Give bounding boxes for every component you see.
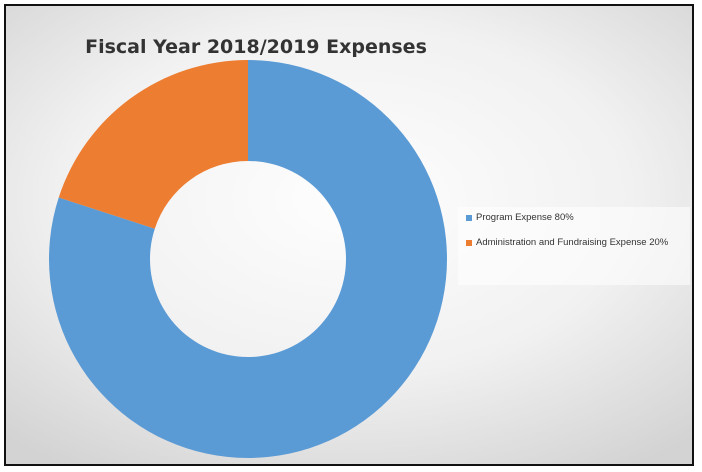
legend-item-administration: Administration and Fundraising Expense 2… (466, 237, 686, 249)
legend-item-program: Program Expense 80% (466, 212, 686, 224)
chart-area: Fiscal Year 2018/2019 Expenses Program E… (4, 4, 694, 466)
slice-program-expense (48, 60, 447, 458)
chart-legend: Program Expense 80% Administration and F… (458, 207, 690, 285)
legend-label-program: Program Expense 80% (476, 212, 574, 223)
legend-swatch-administration (466, 240, 472, 246)
legend-label-administration: Administration and Fundraising Expense 2… (476, 237, 669, 248)
slice-administration-fundraising (58, 60, 249, 229)
chart-title: Fiscal Year 2018/2019 Expenses (85, 36, 427, 58)
legend-swatch-program (466, 215, 472, 221)
donut-chart (48, 60, 447, 458)
